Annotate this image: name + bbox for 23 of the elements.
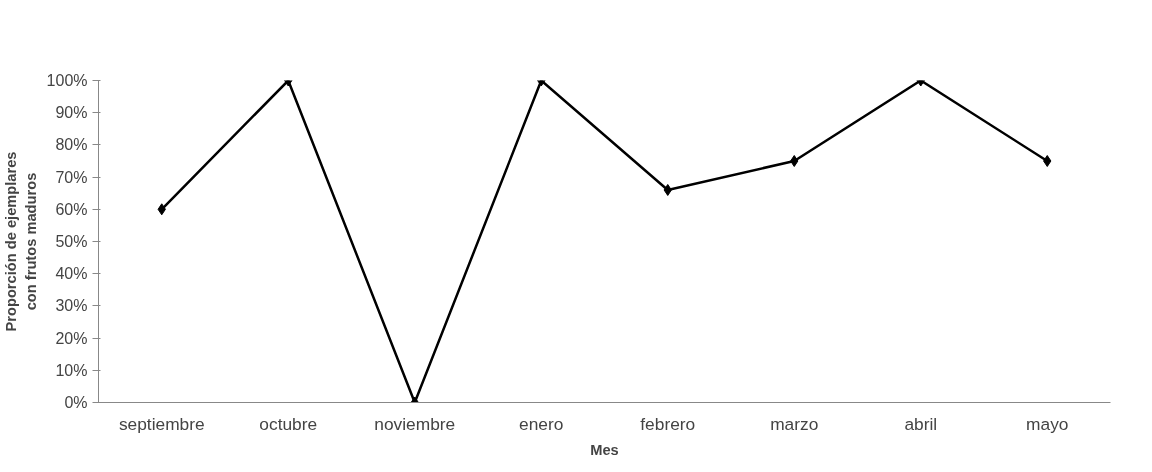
x-tick-label: enero (519, 413, 564, 434)
y-axis-title: Proporción de ejemplares con frutos maduros (3, 151, 39, 332)
y-tick-label: 90% (55, 104, 88, 122)
y-tick-label: 30% (55, 297, 88, 315)
x-tick-label: octubre (259, 413, 318, 434)
point (790, 155, 799, 167)
y-tick-label: 50% (55, 233, 88, 250)
x-axis-title: Mes (590, 441, 619, 458)
x-tick-label: febrero (640, 413, 696, 434)
y-tick-label: 40% (55, 265, 88, 283)
x-tick-label: abril (904, 413, 938, 434)
y-tick-label: 100% (46, 72, 88, 89)
y-tick-label: 0% (64, 394, 88, 411)
x-tick-label: noviembre (374, 413, 456, 434)
y-tick-label: 60% (55, 200, 88, 218)
point (1043, 155, 1052, 167)
x-tick-label: mayo (1026, 413, 1069, 434)
y-tick-label: 20% (55, 329, 88, 347)
x-tick-label: septiembre (118, 413, 205, 434)
x-tick-label: marzo (770, 413, 819, 434)
y-tick-label: 70% (55, 168, 88, 186)
y-tick-label: 10% (55, 361, 88, 379)
y-tick-label: 80% (55, 136, 88, 154)
